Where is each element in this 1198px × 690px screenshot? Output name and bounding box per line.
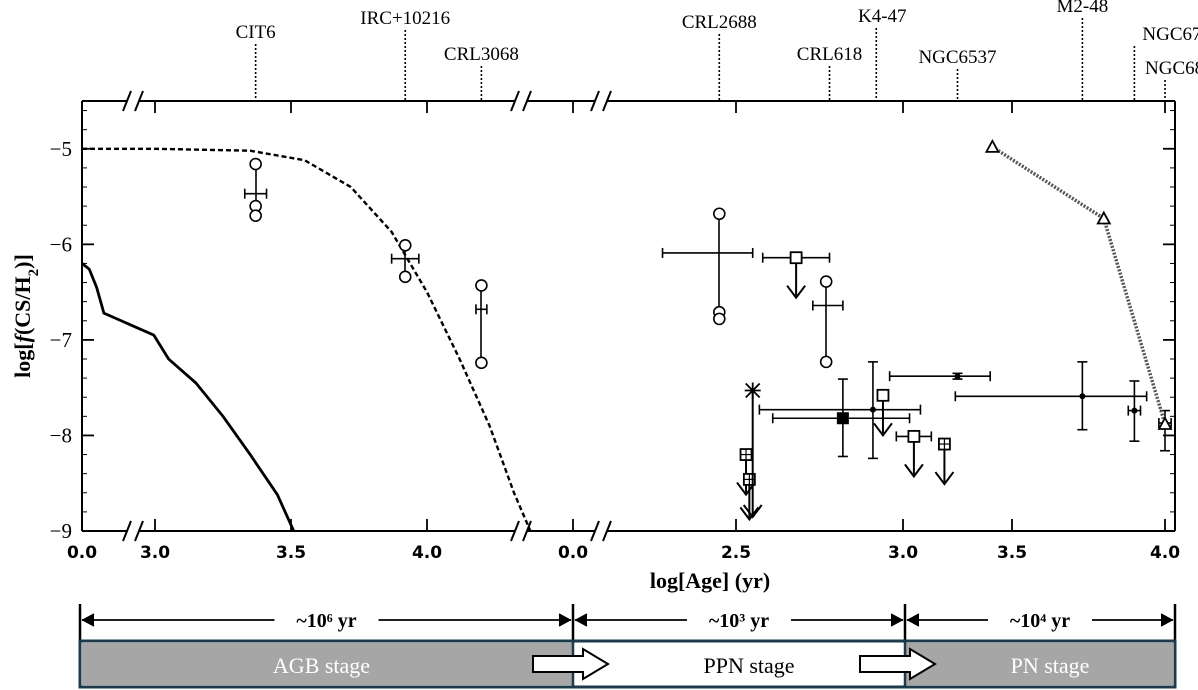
circle-point bbox=[475, 356, 488, 370]
x-tick-label: 3.0 bbox=[140, 543, 170, 563]
object-label: CIT6 bbox=[236, 22, 276, 43]
y-axis-title-part: (CS/H bbox=[10, 276, 35, 335]
timescale-pn-head-left bbox=[906, 613, 920, 627]
ppn-to-pn-arrow bbox=[859, 647, 937, 681]
filled-square-point bbox=[836, 412, 849, 425]
object-label: NGC6720 bbox=[1142, 24, 1198, 45]
triangle-connector bbox=[991, 145, 1167, 425]
dot-point bbox=[1131, 407, 1138, 414]
x-tick-label: 0.0 bbox=[67, 543, 97, 563]
x-axis-title: log[Age] (yr) bbox=[650, 568, 770, 593]
x-tick-label: 2.5 bbox=[721, 543, 751, 563]
x-tick-label: 4.0 bbox=[1150, 543, 1180, 563]
stage-label: AGB stage bbox=[273, 653, 370, 678]
circle-point bbox=[475, 279, 488, 292]
object-label: M2-48 bbox=[1057, 0, 1109, 17]
circle-point bbox=[712, 312, 726, 326]
top-axis-break bbox=[590, 90, 600, 112]
stage-label: PPN stage bbox=[703, 653, 794, 678]
y-tick-label: −6 bbox=[50, 232, 72, 256]
top-axis-break bbox=[122, 90, 132, 112]
y-axis-title-sub: 2 bbox=[26, 269, 42, 277]
stage-label: PN stage bbox=[1011, 653, 1090, 678]
x-tick-label: 0.0 bbox=[558, 543, 588, 563]
triangle-point bbox=[984, 138, 1000, 153]
timescale-pn-label: ~10⁴ yr bbox=[1010, 610, 1070, 632]
agb-band bbox=[82, 643, 572, 685]
timescale-agb-head-right bbox=[558, 613, 572, 627]
object-label: NGC6853 bbox=[1145, 58, 1198, 79]
agb-to-ppn-arrow bbox=[532, 647, 610, 681]
top-axis-break bbox=[510, 90, 520, 112]
object-label: K4-47 bbox=[858, 6, 907, 27]
bottom-axis-break bbox=[510, 520, 520, 542]
circle-point bbox=[398, 270, 412, 284]
timescale-ppn-head-left bbox=[574, 613, 588, 627]
timescale-pn-head-right bbox=[1160, 613, 1174, 627]
asterisk-limit-head bbox=[742, 504, 763, 519]
open-square-point bbox=[789, 251, 803, 265]
ppn-band bbox=[574, 643, 904, 685]
circle-point bbox=[249, 157, 262, 171]
dot-point bbox=[954, 373, 961, 380]
model-curve-solid bbox=[82, 262, 295, 531]
x-tick-label: 3.5 bbox=[997, 543, 1027, 563]
timescale-pn-label-bg bbox=[988, 606, 1092, 632]
dot-point bbox=[869, 406, 876, 413]
y-tick-label: −8 bbox=[50, 423, 72, 447]
circle-point bbox=[819, 355, 833, 369]
sq-limit-arrow-head bbox=[904, 463, 924, 479]
open-square-point bbox=[907, 429, 921, 443]
timescale-ppn-head-right bbox=[890, 613, 904, 627]
timescale-agb-label-bg bbox=[274, 606, 379, 632]
object-label: CRL618 bbox=[797, 44, 862, 65]
timescale-agb-label: ~10⁶ yr bbox=[296, 610, 356, 632]
object-label: CRL2688 bbox=[682, 12, 757, 33]
open-square-point bbox=[876, 388, 890, 402]
y-tick-label: −9 bbox=[50, 519, 72, 543]
pn-band bbox=[906, 643, 1173, 685]
object-label: NGC6537 bbox=[918, 47, 996, 68]
boxplus-limit-arrow-head bbox=[934, 471, 955, 486]
y-axis-title: log[f(CS/H2)] bbox=[10, 254, 42, 378]
plot-area bbox=[82, 138, 1173, 531]
y-tick-label: −5 bbox=[50, 137, 72, 161]
circle-point bbox=[819, 275, 833, 288]
timescale-ppn-label: ~10³ yr bbox=[709, 610, 769, 632]
x-tick-label: 3.0 bbox=[888, 543, 918, 563]
bottom-axis-break bbox=[590, 520, 600, 542]
dot-point bbox=[1079, 393, 1086, 400]
x-tick-label: 3.5 bbox=[276, 543, 306, 563]
triangle-point bbox=[1096, 210, 1112, 225]
object-label: IRC+10216 bbox=[360, 8, 450, 29]
object-label: CRL3068 bbox=[444, 44, 519, 65]
y-axis-title-part: f bbox=[10, 332, 35, 342]
circle-point bbox=[249, 209, 262, 222]
bottom-axis-break bbox=[122, 520, 132, 542]
timescale-ppn-label-bg bbox=[687, 606, 791, 632]
model-curve-dashed bbox=[82, 147, 532, 531]
sq-limit-arrow-head bbox=[873, 422, 893, 437]
y-axis-title-part: log[ bbox=[10, 342, 35, 377]
circle-point bbox=[398, 238, 412, 252]
triangle-point bbox=[1157, 416, 1173, 430]
y-tick-label: −7 bbox=[50, 328, 72, 352]
boxplus-limit-arrow-head bbox=[739, 506, 760, 522]
timescale-agb-head-left bbox=[81, 613, 95, 627]
circle-point bbox=[712, 207, 726, 221]
sq-limit-arrow-head bbox=[786, 285, 806, 300]
y-axis-title-tail: )] bbox=[10, 254, 35, 269]
x-tick-label: 4.0 bbox=[412, 543, 442, 563]
